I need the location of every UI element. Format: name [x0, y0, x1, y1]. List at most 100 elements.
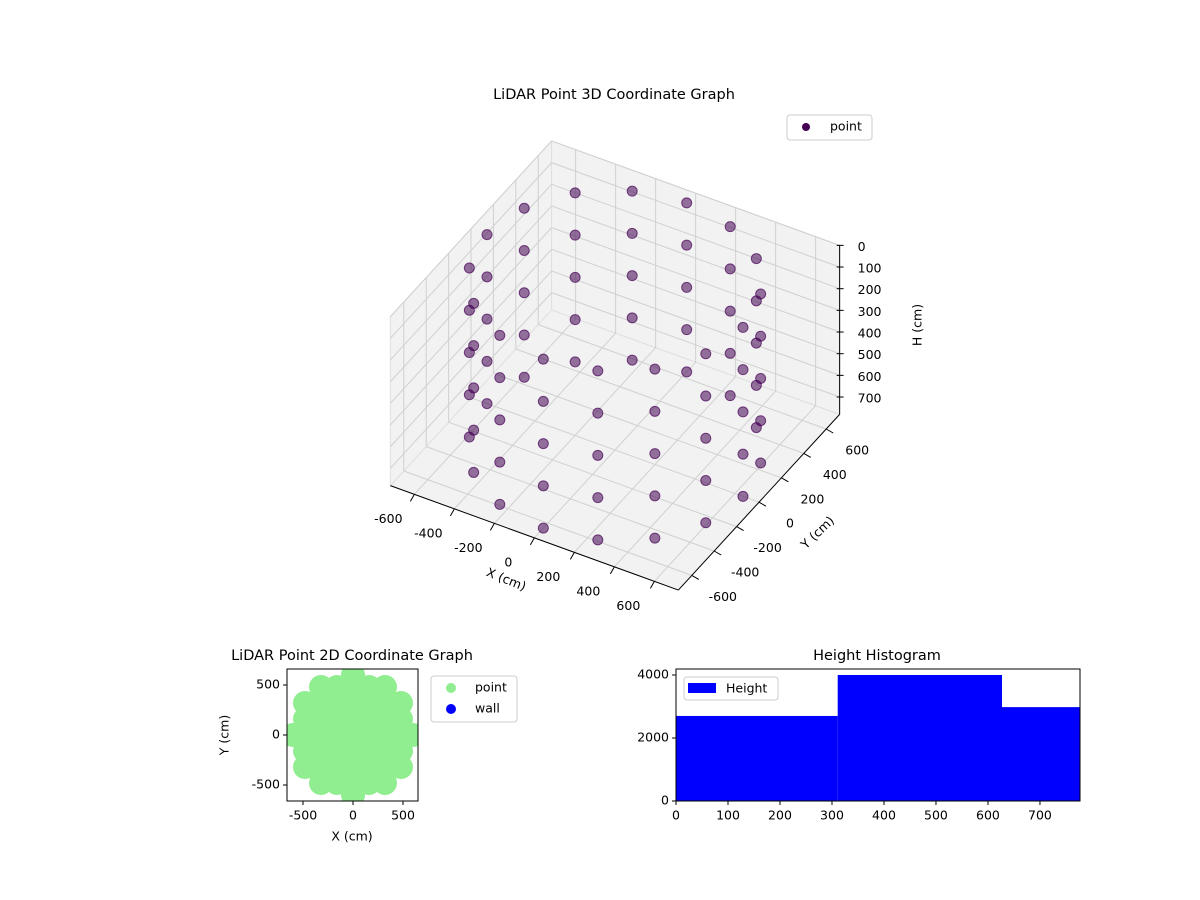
point: [494, 456, 506, 468]
y-tick-label: 500: [256, 677, 280, 692]
point: [626, 354, 638, 366]
y-tick: [803, 452, 812, 458]
point: [724, 347, 736, 359]
point: [592, 492, 604, 504]
point: [569, 356, 581, 368]
point: [700, 348, 712, 360]
point: [649, 490, 661, 502]
point: [463, 347, 475, 359]
point: [569, 229, 581, 241]
y-tick-label: 400: [823, 467, 847, 482]
legend-marker: [446, 683, 456, 693]
x-tick-label: 0: [349, 808, 357, 823]
point: [494, 414, 506, 426]
point: [626, 185, 638, 197]
z-tick-label: 700: [858, 391, 882, 406]
point: [649, 363, 661, 375]
point: [481, 313, 493, 325]
point: [401, 723, 418, 747]
x-tick-label: 0: [672, 808, 680, 823]
grid-line: [389, 292, 553, 469]
point: [341, 669, 365, 687]
x-tick-label: 100: [716, 808, 740, 823]
y-axis-line: [677, 414, 841, 591]
point: [649, 532, 661, 544]
point: [537, 522, 549, 534]
point: [463, 304, 475, 316]
y-tick: [781, 477, 789, 483]
x-tick-label: -600: [374, 511, 402, 526]
bar: [837, 674, 1003, 801]
legend-box: [683, 676, 779, 701]
point: [649, 448, 661, 460]
point: [463, 389, 475, 401]
grid-line: [551, 140, 840, 246]
point: [724, 221, 736, 233]
grid-line: [470, 397, 760, 503]
x-tick-label: 500: [924, 808, 948, 823]
grid-line: [403, 470, 692, 576]
x-tick-label: 400: [576, 583, 600, 598]
y-axis-label: Y (cm): [217, 715, 232, 756]
bar: [676, 715, 838, 801]
point: [468, 466, 480, 478]
chart-2d: -500 0 500 -500 0 500 LiDAR Point 2D Coordinat…: [217, 648, 518, 844]
z-tick-label: 500: [858, 347, 882, 362]
point: [700, 390, 712, 402]
grid-line: [551, 162, 840, 268]
point: [755, 457, 767, 469]
chart-title: Height Histogram: [813, 648, 941, 664]
point: [481, 355, 493, 367]
grid-line: [551, 292, 840, 398]
point: [341, 783, 365, 801]
legend-label: wall: [475, 701, 500, 716]
point: [537, 438, 549, 450]
point: [463, 262, 475, 274]
point: [481, 398, 493, 410]
legend-swatch: [688, 683, 716, 693]
legend-label: point: [830, 119, 862, 134]
x-tick-label: 0: [504, 554, 512, 569]
x-tick-label: -200: [454, 540, 482, 555]
y-tick-label: 0: [272, 727, 280, 742]
x-tick: [409, 494, 415, 502]
point: [700, 432, 712, 444]
y-tick: [736, 526, 744, 532]
point: [518, 329, 530, 341]
x-tick-label: 200: [768, 808, 792, 823]
point: [750, 295, 762, 307]
point: [569, 187, 581, 199]
y-tick-label: -400: [731, 565, 759, 580]
point: [626, 270, 638, 282]
legend-label: Height: [726, 681, 767, 696]
x-tick-label: 400: [872, 808, 896, 823]
point: [494, 372, 506, 384]
y-tick-label: 0: [786, 516, 794, 531]
y-tick-label: -500: [252, 777, 280, 792]
point: [494, 329, 506, 341]
point: [569, 314, 581, 326]
point: [494, 498, 506, 510]
x-tick: [449, 508, 455, 517]
point: [750, 379, 762, 391]
point: [737, 321, 749, 333]
grid-line: [389, 162, 553, 339]
y-tick: [713, 550, 722, 556]
z-tick-label: 400: [858, 326, 882, 341]
y-tick: [825, 428, 834, 434]
z-tick-label: 200: [858, 282, 882, 297]
chart-3d: -600 -400 -200 0 200 400 600 -600 -400 -200 0 200 40…: [374, 87, 924, 613]
point: [750, 422, 762, 434]
x-tick-label: 300: [820, 808, 844, 823]
grid-line: [551, 205, 840, 311]
y-tick: [758, 501, 767, 507]
grid-line: [538, 324, 827, 430]
grid-line: [389, 270, 553, 447]
grid-line: [515, 348, 804, 454]
y-tick-label: 0: [661, 793, 669, 808]
x-tick: [489, 523, 495, 531]
point: [481, 229, 493, 241]
point: [737, 364, 749, 376]
x-tick-label: 600: [976, 808, 1000, 823]
